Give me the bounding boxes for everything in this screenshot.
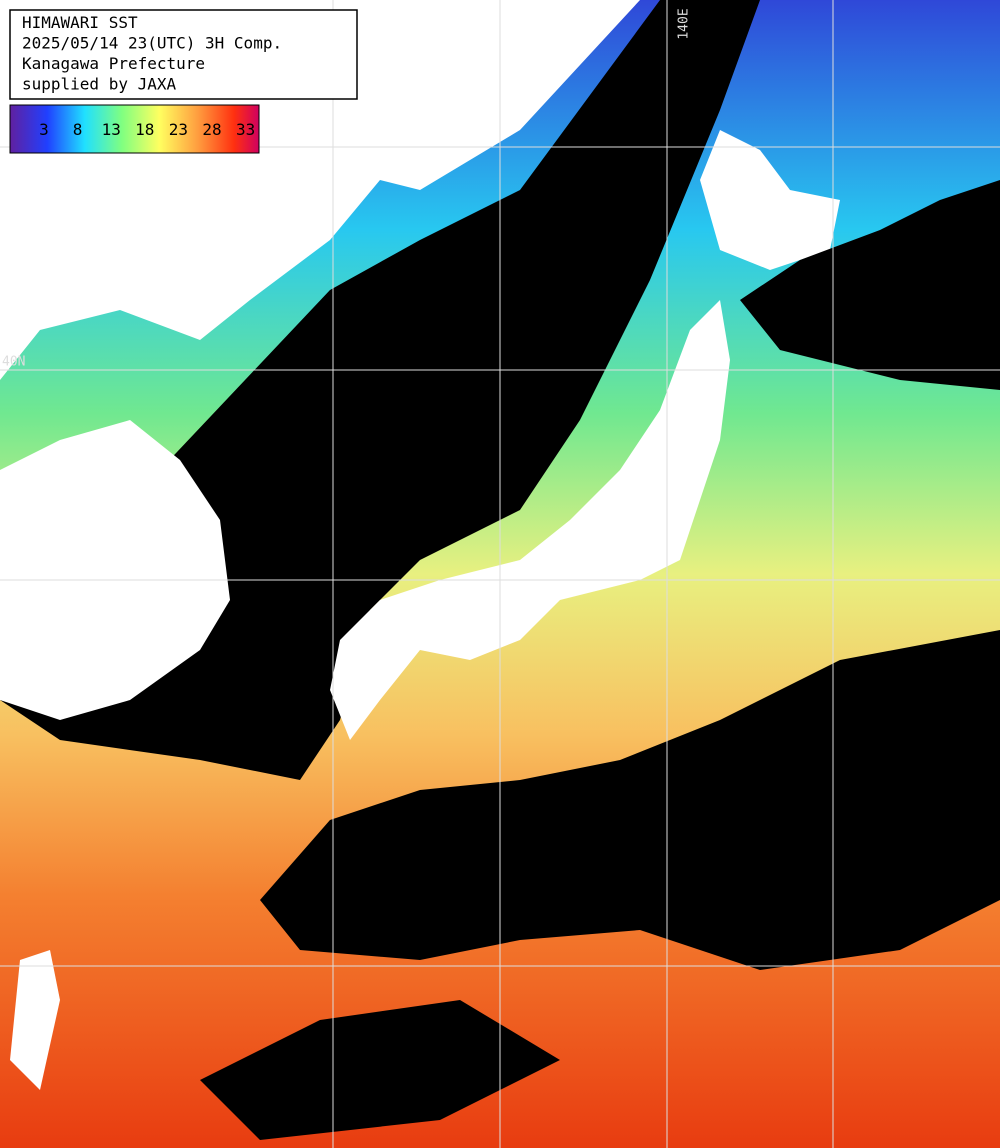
cloud-band	[260, 630, 1000, 970]
scale-label: 13	[102, 120, 121, 139]
scale-label: 33	[236, 120, 255, 139]
info-line: Kanagawa Prefecture	[22, 54, 205, 73]
china-coast	[0, 420, 230, 720]
color-scale	[9, 104, 260, 154]
hokkaido	[700, 130, 840, 270]
taiwan	[10, 950, 60, 1090]
pacific-cloud	[740, 180, 1000, 390]
info-line: 2025/05/14 23(UTC) 3H Comp.	[22, 34, 282, 53]
scale-label: 18	[135, 120, 154, 139]
scale-label: 23	[169, 120, 188, 139]
lat-label: 40N	[2, 355, 25, 370]
scale-label: 28	[202, 120, 221, 139]
info-box	[9, 9, 358, 100]
scale-label: 8	[73, 120, 83, 139]
scale-label: 3	[39, 120, 49, 139]
lon-label: 140E	[677, 8, 692, 39]
cloud-south	[200, 1000, 560, 1140]
honshu	[330, 300, 730, 740]
info-line: HIMAWARI SST	[22, 13, 138, 32]
info-line: supplied by JAXA	[22, 75, 176, 94]
